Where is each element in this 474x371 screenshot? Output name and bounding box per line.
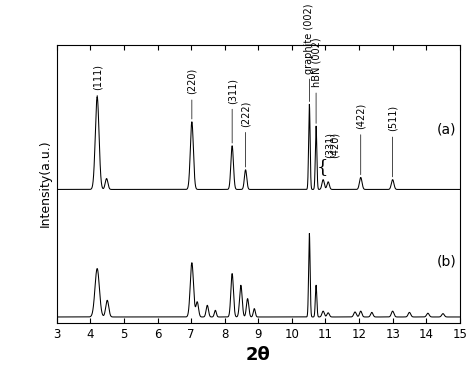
- Text: (222): (222): [241, 101, 251, 167]
- X-axis label: 2θ: 2θ: [246, 346, 271, 364]
- Text: (a): (a): [437, 122, 456, 136]
- Text: (b): (b): [437, 255, 456, 268]
- Text: (422): (422): [356, 103, 366, 175]
- Text: graphite (002): graphite (002): [304, 3, 314, 102]
- Y-axis label: Intensity(a.u.): Intensity(a.u.): [38, 140, 51, 227]
- Text: (111): (111): [92, 64, 102, 97]
- Text: (311): (311): [227, 78, 237, 143]
- Text: (511): (511): [388, 105, 398, 177]
- Text: (331): (331): [325, 132, 335, 158]
- Text: hBN (002): hBN (002): [311, 38, 321, 124]
- Text: (420): (420): [330, 132, 340, 158]
- Text: {: {: [317, 158, 328, 177]
- Text: (220): (220): [187, 68, 197, 119]
